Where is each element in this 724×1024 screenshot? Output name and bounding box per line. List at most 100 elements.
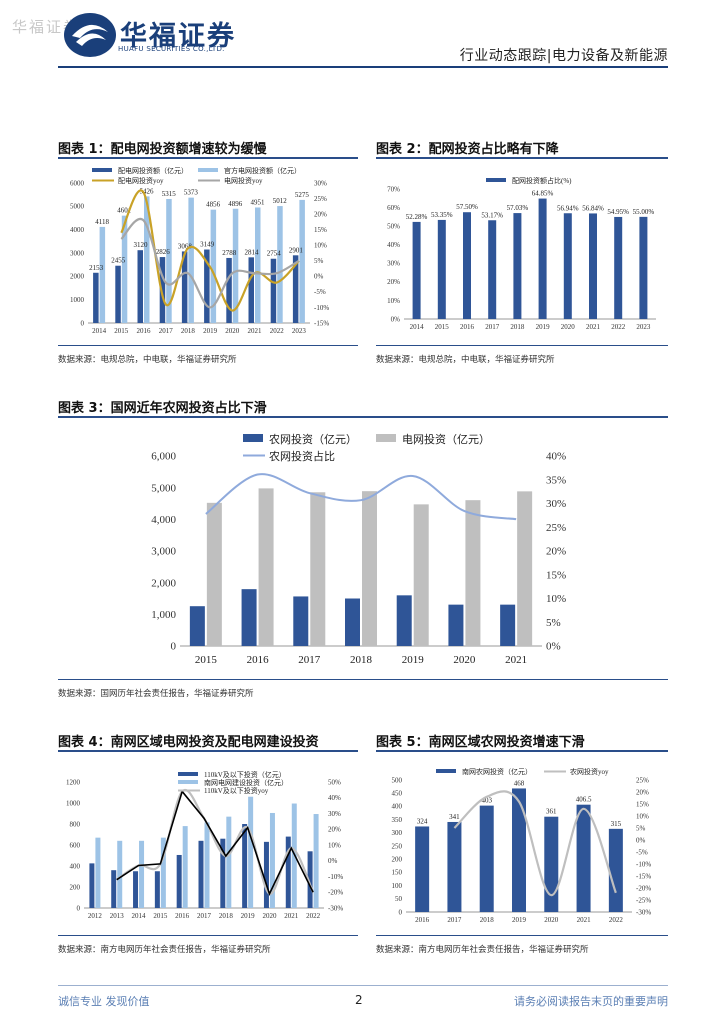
figure4-top-rule [58, 750, 358, 752]
figure5-title: 图表 5：南网区域农网投资增速下滑 [376, 735, 585, 750]
f3-bar-grid [362, 491, 377, 646]
f4-x-tick: 2014 [132, 912, 147, 920]
f5-x-tick: 2021 [577, 916, 592, 924]
f5-y2-tick: 15% [636, 800, 649, 808]
f3-y2-tick: 25% [546, 522, 566, 534]
f1-y2-tick: 10% [314, 242, 327, 250]
f1-bar-grid [121, 215, 128, 323]
f5-y-tick: 0 [399, 908, 403, 916]
f1-bar-grid [166, 198, 172, 323]
f2-x-tick: 2015 [435, 323, 450, 331]
f2-label-share: 57.03% [507, 204, 529, 212]
f2-bar-share [463, 212, 471, 319]
f4-bar-grid [269, 812, 275, 908]
f5-y-tick: 400 [392, 803, 403, 811]
f4-legend-110kv-label: 110kV及以下投资（亿元） [204, 770, 286, 779]
f2-bar-share [589, 213, 597, 319]
f3-y2-tick: 40% [546, 451, 566, 463]
f3-line-rural-share [205, 473, 517, 521]
f4-legend-grid-label: 南网电网建设投资（亿元） [204, 778, 288, 787]
f1-y2-tick: 20% [314, 210, 327, 218]
figure1-bottom-rule [58, 345, 358, 346]
f1-x-tick: 2016 [137, 327, 152, 335]
figure5-top-rule [376, 750, 668, 752]
f1-legend-distribution-swatch [92, 168, 112, 172]
f3-bar-grid [258, 488, 274, 646]
f1-x-tick: 2017 [159, 327, 174, 335]
f5-y-tick: 100 [392, 882, 403, 890]
f5-y2-tick: -25% [636, 896, 651, 904]
f5-y2-tick: 0% [636, 836, 646, 844]
f4-x-tick: 2021 [284, 912, 299, 920]
f4-y2-tick: 10% [328, 841, 341, 849]
f4-bar-grid [226, 816, 232, 908]
f5-y2-tick: -30% [636, 908, 651, 916]
figure2-chart: 0% 10% 20% 30% 40% 50% 60% 70% 52.28% 2014 53.35% 2… [387, 176, 656, 331]
f1-y2-tick: 30% [314, 179, 327, 187]
f5-y2-tick: 10% [636, 812, 649, 820]
figure1-source: 数据来源：电规总院，中电联，华福证券研究所 [58, 355, 237, 365]
f3-y-tick: 5,000 [151, 482, 176, 494]
f4-bar-110kv [89, 863, 95, 908]
f1-bar-distribution [93, 272, 99, 323]
f5-bar-rural [512, 788, 526, 912]
f1-y-tick: 0 [81, 319, 85, 327]
f2-y-tick: 40% [387, 241, 400, 249]
f3-bar-rural [448, 604, 464, 646]
f4-y-tick: 1200 [66, 778, 81, 786]
f4-bar-110kv [176, 854, 182, 908]
f1-bar-distribution [181, 251, 188, 323]
f1-label-distribution: 2788 [222, 249, 237, 257]
f2-label-share: 54.95% [607, 208, 629, 216]
f3-bar-rural [293, 596, 309, 646]
f4-x-tick: 2017 [197, 912, 212, 920]
f5-label-rural: 406.5 [576, 796, 592, 804]
f5-label-rural: 468 [514, 779, 525, 787]
f5-label-rural: 361 [546, 808, 557, 816]
f1-line-distribution-yoy [120, 189, 300, 312]
f4-bar-grid [95, 837, 101, 908]
f4-bar-110kv [307, 851, 313, 908]
f5-y-tick: 50 [395, 895, 403, 903]
f5-y-tick: 450 [392, 790, 403, 798]
watermark-text: 华福证券 [12, 18, 81, 36]
f2-y-tick: 0% [391, 315, 401, 323]
f3-bar-grid [413, 504, 429, 646]
f1-label-distribution: 2153 [89, 264, 104, 272]
f3-x-tick: 2016 [247, 654, 269, 666]
f5-label-rural: 403 [481, 797, 492, 805]
f5-legend-rural-swatch [436, 769, 456, 773]
f5-bar-rural [608, 828, 623, 912]
f1-y-tick: 1000 [70, 296, 85, 304]
f1-label-grid: 5315 [162, 190, 177, 198]
f1-legend-grid-yoy-label: 电网投资yoy [224, 176, 263, 185]
f4-x-tick: 2022 [306, 912, 321, 920]
f1-bar-grid [99, 226, 106, 323]
f5-x-tick: 2022 [609, 916, 624, 924]
footer-divider [58, 985, 668, 986]
f1-x-tick: 2022 [270, 327, 285, 335]
f1-label-grid: 4118 [95, 218, 109, 226]
f1-legend-grid-label: 官方电网投资额（亿元） [224, 166, 301, 175]
f1-bar-grid [188, 197, 194, 323]
f4-legend-grid-swatch [178, 780, 198, 784]
f3-y2-tick: 10% [546, 593, 566, 605]
f1-y2-tick: 5% [314, 257, 324, 265]
f1-legend-distribution-yoy-label: 配电网投资yoy [118, 176, 164, 185]
figure3-chart: 0 1,000 2,000 3,000 4,000 5,000 6,000 0% 5% 10% 15… [151, 432, 566, 666]
f1-x-tick: 2014 [92, 327, 107, 335]
f4-legend-110kv-yoy-label: 110kV及以下投资yoy [204, 786, 269, 795]
f5-y2-tick: -10% [636, 860, 651, 868]
f5-label-rural: 324 [417, 817, 428, 825]
f3-y-tick: 2,000 [151, 577, 176, 589]
f2-label-share: 52.28% [406, 213, 428, 221]
f1-label-distribution: 3149 [200, 241, 215, 249]
f4-bar-grid [313, 814, 319, 908]
f3-y2-tick: 5% [546, 617, 561, 629]
f4-bar-110kv [198, 840, 204, 908]
f5-line-rural-yoy [453, 790, 617, 897]
f1-label-grid: 4856 [206, 201, 221, 209]
f3-y-tick: 4,000 [151, 514, 176, 526]
f4-x-tick: 2015 [153, 912, 168, 920]
f3-y-tick: 3,000 [151, 546, 176, 558]
